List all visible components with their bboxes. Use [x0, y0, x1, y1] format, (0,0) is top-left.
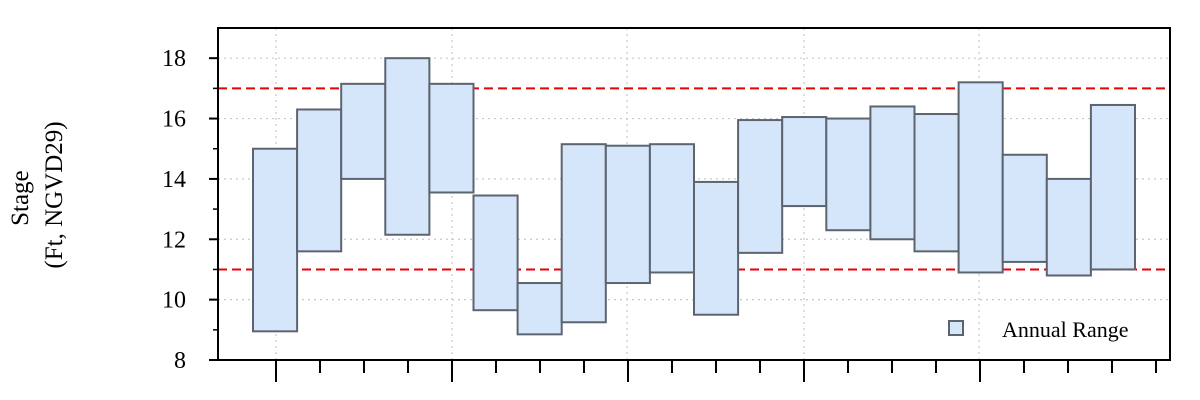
y-axis-title: Stage (Ft, NGVD29) — [7, 121, 68, 268]
range-bar — [560, 143, 607, 324]
range-bar — [252, 147, 299, 333]
y-tick-label: 14 — [162, 167, 186, 193]
range-bar — [648, 143, 696, 274]
range-bar — [913, 113, 960, 253]
range-bar — [604, 144, 651, 285]
y-axis-title-line-2: (Ft, NGVD29) — [41, 121, 68, 268]
range-bar — [1001, 153, 1048, 263]
y-tick-label: 18 — [162, 46, 186, 72]
range-bar — [296, 108, 343, 253]
range-bar — [825, 117, 872, 232]
range-bar — [1045, 177, 1092, 277]
range-bar — [384, 57, 431, 236]
range-bars — [252, 57, 1137, 336]
x-axis-ticks — [275, 360, 1157, 382]
y-tick-label: 12 — [162, 227, 186, 253]
legend-swatch-annual-range — [948, 320, 964, 336]
y-tick-label: 8 — [174, 348, 186, 374]
range-bar — [516, 282, 563, 336]
range-bar — [428, 82, 475, 194]
range-bar — [737, 119, 784, 254]
y-tick-label: 16 — [162, 107, 186, 133]
range-bar — [1089, 103, 1137, 271]
range-bar — [693, 180, 740, 316]
range-bar — [340, 82, 387, 180]
range-bar — [781, 116, 828, 208]
y-axis-title-line-1: Stage — [7, 170, 34, 226]
range-bar — [472, 194, 519, 312]
y-tick-label: 10 — [162, 288, 186, 314]
range-bar — [957, 81, 1004, 274]
y-axis-ticks: 8 10 12 14 16 18 — [162, 46, 218, 374]
range-bar — [869, 105, 916, 241]
plot-frame — [217, 27, 1171, 361]
legend: Annual Range — [948, 317, 1128, 342]
legend-label-annual-range: Annual Range — [1002, 317, 1128, 342]
